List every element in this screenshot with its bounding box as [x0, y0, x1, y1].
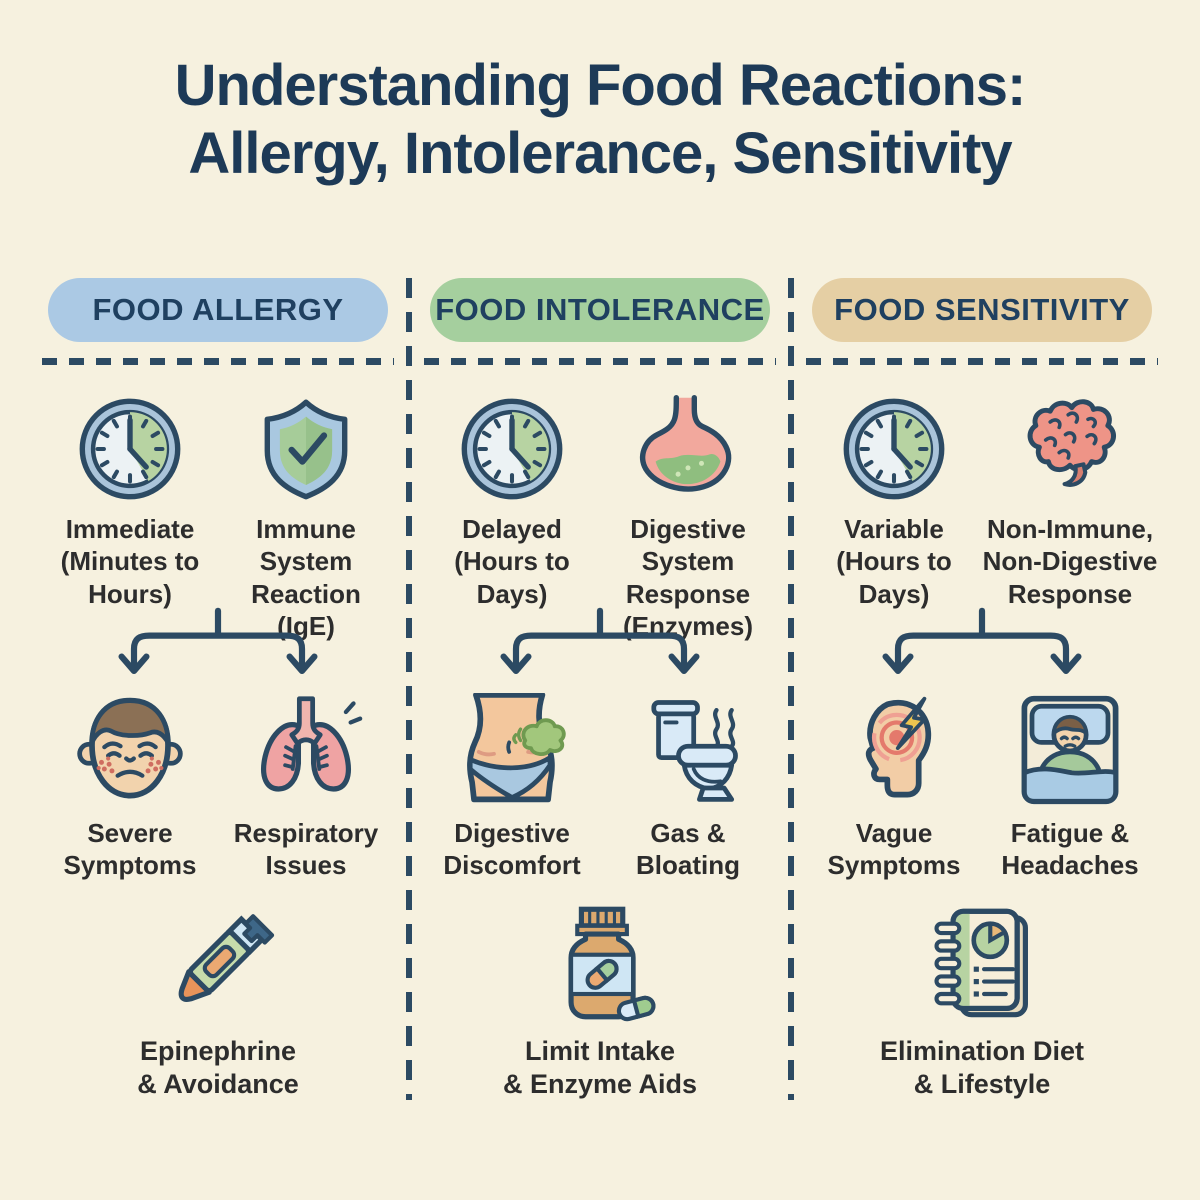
sensitivity-symptom-label-2: Fatigue & Headaches [1001, 817, 1139, 881]
column-food-allergy: FOOD ALLERGY Immediate (Minutes to Hours… [42, 277, 394, 1103]
allergy-management-label: Epinephrine & Avoidance [137, 1035, 299, 1100]
clock-icon [458, 395, 566, 503]
clock-icon [840, 395, 948, 503]
intolerance-symptom-label-2: Gas & Bloating [636, 817, 740, 881]
header-food-sensitivity-label: FOOD SENSITIVITY [834, 291, 1130, 327]
intolerance-symptom-cell-1: Digestive Discomfort [424, 693, 600, 889]
header-food-sensitivity: FOOD SENSITIVITY [812, 277, 1152, 342]
header-dashed-underline [424, 357, 776, 365]
sensitivity-management-label: Elimination Diet & Lifestyle [879, 1035, 1085, 1100]
sensitivity-management-cell: Elimination Diet & Lifestyle [806, 901, 1158, 1103]
allergy-row-symptoms: Severe Symptoms Respiratory Issues [42, 693, 394, 889]
header-dashed-underline [42, 357, 394, 365]
toilet-icon [631, 693, 745, 807]
columns-board: FOOD ALLERGY Immediate (Minutes to Hours… [0, 277, 1200, 1103]
intolerance-symptom-cell-2: Gas & Bloating [600, 693, 776, 889]
branch-arrows-connector [42, 607, 394, 691]
allergy-onset-label: Immediate (Minutes to Hours) [60, 513, 200, 609]
header-food-intolerance-label: FOOD INTOLERANCE [435, 291, 765, 327]
branch-arrows-connector [806, 607, 1158, 691]
clock-icon [76, 395, 184, 503]
belly-gas-icon [455, 693, 569, 807]
allergy-symptom-cell-1: Severe Symptoms [42, 693, 218, 889]
allergy-onset-cell: Immediate (Minutes to Hours) [42, 395, 218, 645]
person-in-bed-icon [1013, 693, 1127, 807]
page-title: Understanding Food Reactions: Allergy, I… [0, 0, 1200, 188]
intolerance-management-cell: Limit Intake & Enzyme Aids [424, 901, 776, 1103]
sensitivity-mechanism-label: Non-Immune, Non-Digestive Response [982, 513, 1158, 609]
intolerance-onset-cell: Delayed (Hours to Days) [424, 395, 600, 645]
page-title-line2: Allergy, Intolerance, Sensitivity [188, 120, 1012, 186]
column-divider-dashed-2 [788, 277, 794, 1100]
allergy-symptom-cell-2: Respiratory Issues [218, 693, 394, 889]
sensitivity-symptom-cell-1: Vague Symptoms [806, 693, 982, 889]
column-food-intolerance: FOOD INTOLERANCE Delayed (Hours to Days)… [424, 277, 776, 1103]
stomach-icon [634, 395, 742, 503]
sensitivity-row-onset-mechanism: Variable (Hours to Days) Non-Immune, Non… [806, 395, 1158, 645]
intolerance-management-label: Limit Intake & Enzyme Aids [502, 1035, 698, 1100]
column-divider-dashed-1 [406, 277, 412, 1100]
header-food-intolerance: FOOD INTOLERANCE [430, 277, 770, 342]
lungs-icon [249, 693, 363, 807]
column-food-sensitivity: FOOD SENSITIVITY Variable (Hours to Days… [806, 277, 1158, 1103]
face-rash-icon [73, 693, 187, 807]
intolerance-symptom-label-1: Digestive Discomfort [443, 817, 581, 881]
page-title-line1: Understanding Food Reactions: [174, 53, 1027, 118]
sensitivity-onset-cell: Variable (Hours to Days) [806, 395, 982, 645]
header-food-allergy-label: FOOD ALLERGY [92, 291, 344, 327]
shield-check-icon [252, 395, 360, 503]
header-food-allergy: FOOD ALLERGY [48, 277, 388, 342]
sensitivity-symptom-cell-2: Fatigue & Headaches [982, 693, 1158, 889]
brain-icon [1016, 395, 1124, 503]
pill-bottle-icon [538, 901, 662, 1025]
branch-arrows-connector [424, 607, 776, 691]
allergy-symptom-label-1: Severe Symptoms [63, 817, 197, 881]
head-pain-icon [837, 693, 951, 807]
intolerance-onset-label: Delayed (Hours to Days) [454, 513, 570, 609]
epinephrine-pen-icon [156, 901, 280, 1025]
allergy-management-cell: Epinephrine & Avoidance [42, 901, 394, 1103]
sensitivity-row-symptoms: Vague Symptoms Fatigue & Headaches [806, 693, 1158, 889]
sensitivity-mechanism-cell: Non-Immune, Non-Digestive Response [982, 395, 1158, 645]
sensitivity-onset-label: Variable (Hours to Days) [836, 513, 952, 609]
header-dashed-underline [806, 357, 1158, 365]
allergy-symptom-label-2: Respiratory Issues [233, 817, 379, 881]
sensitivity-symptom-label-1: Vague Symptoms [827, 817, 961, 881]
notebook-icon [920, 901, 1044, 1025]
intolerance-row-symptoms: Digestive Discomfort Gas & Bloating [424, 693, 776, 889]
